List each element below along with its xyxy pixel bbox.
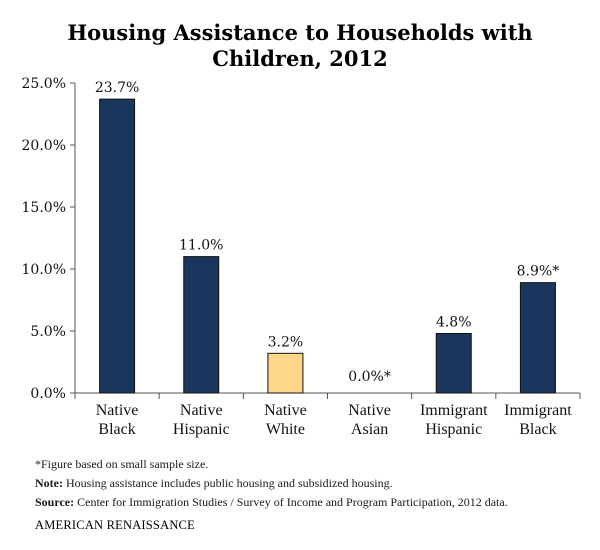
y-tick-label: 15.0% xyxy=(22,200,66,216)
y-tick-label: 25.0% xyxy=(22,76,66,92)
source-text: Center for Immigration Studies / Survey … xyxy=(74,495,508,509)
data-label: 0.0%* xyxy=(348,369,391,385)
data-label: 8.9%* xyxy=(517,264,560,280)
x-category-label: Black xyxy=(519,421,556,438)
x-category-label: Hispanic xyxy=(425,421,482,438)
note-label: Note: xyxy=(35,476,63,490)
source-label: Source: xyxy=(35,495,75,509)
x-category-label: Native xyxy=(348,402,391,419)
housing-note: Note: Housing assistance includes public… xyxy=(35,474,595,493)
x-category-label: Hispanic xyxy=(173,421,230,438)
note-text: Housing assistance includes public housi… xyxy=(62,476,393,490)
bar xyxy=(267,352,304,394)
data-label: 23.7% xyxy=(95,80,139,96)
small-sample-note: *Figure based on small sample size. xyxy=(35,457,209,471)
chart-title-line-1: Housing Assistance to Households with xyxy=(67,20,533,45)
x-category-label: Native xyxy=(264,402,307,419)
bar xyxy=(435,332,472,394)
bar xyxy=(183,256,220,394)
y-tick-label: 10.0% xyxy=(22,262,66,278)
y-tick-label: 0.0% xyxy=(30,386,66,402)
data-label: 3.2% xyxy=(268,334,304,350)
x-category-label: Asian xyxy=(351,421,388,438)
data-label: 4.8% xyxy=(436,314,472,330)
y-tick-label: 20.0% xyxy=(22,138,66,154)
x-category-label: Immigrant xyxy=(420,402,488,419)
bar xyxy=(519,282,556,394)
bar xyxy=(99,98,136,394)
x-category-label: White xyxy=(266,421,305,438)
y-tick-label: 5.0% xyxy=(30,324,66,340)
x-category-label: Native xyxy=(96,402,139,419)
x-category-label: Immigrant xyxy=(504,402,572,419)
brand-logo-text: AMERICAN RENAISSANCE xyxy=(35,518,195,532)
chart-title-line-2: Children, 2012 xyxy=(212,46,388,71)
chart-title: Housing Assistance to Households with Ch… xyxy=(0,20,600,72)
source-note: Source: Center for Immigration Studies /… xyxy=(35,493,595,512)
x-category-label: Native xyxy=(180,402,223,419)
chart-notes: *Figure based on small sample size. Note… xyxy=(35,455,595,512)
bar-chart: 0.0% 5.0% 10.0% 15.0% 20.0% 25.0% 23.7% Native B… xyxy=(22,76,581,438)
data-label: 11.0% xyxy=(179,238,223,254)
x-category-label: Black xyxy=(98,421,135,438)
